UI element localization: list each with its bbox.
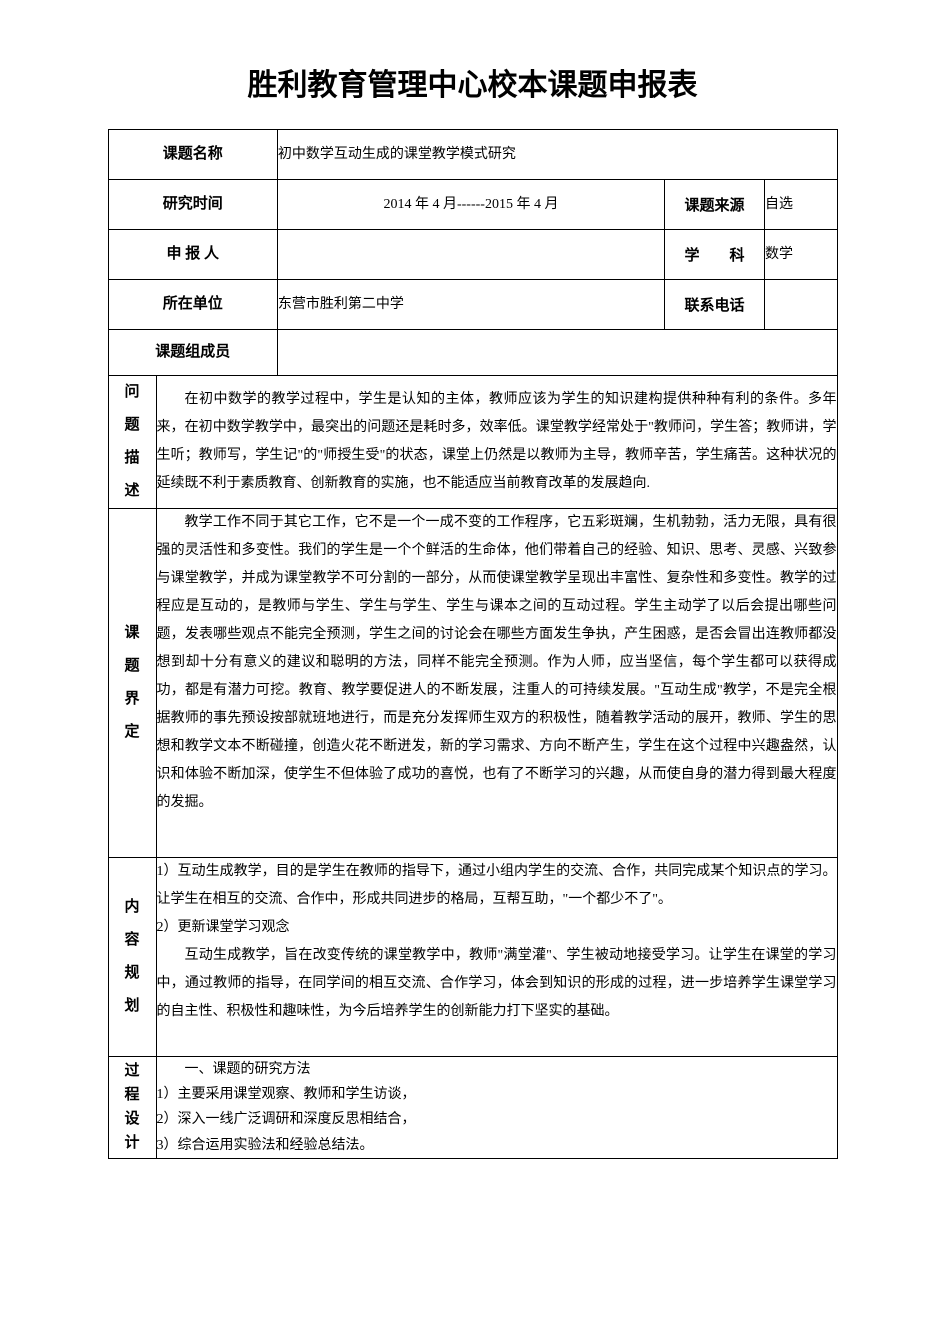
table-row: 申 报 人 学 科 数学 xyxy=(108,230,837,280)
table-row: 过程设计 一、课题的研究方法 1）主要采用课堂观察、教师和学生访谈， 2）深入一… xyxy=(108,1057,837,1159)
label-process: 过程设计 xyxy=(108,1057,156,1159)
value-members xyxy=(277,330,837,376)
text-content-plan: 1）互动生成教学，目的是学生在教师的指导下，通过小组内学生的交流、合作，共同完成… xyxy=(156,858,837,1057)
value-subject: 数学 xyxy=(765,230,837,280)
label-problem: 问题描述 xyxy=(108,376,156,509)
paragraph: 2）更新课堂学习观念 xyxy=(157,914,837,942)
paragraph: 2）深入一线广泛调研和深度反思相结合， xyxy=(157,1107,837,1132)
label-unit: 所在单位 xyxy=(108,280,277,330)
value-phone xyxy=(765,280,837,330)
label-applicant: 申 报 人 xyxy=(108,230,277,280)
paragraph: 一、课题的研究方法 xyxy=(157,1057,837,1082)
paragraph: 3）综合运用实验法和经验总结法。 xyxy=(157,1133,837,1158)
text-problem: 在初中数学的教学过程中，学生是认知的主体，教师应该为学生的知识建构提供种种有利的… xyxy=(156,376,837,509)
value-applicant xyxy=(277,230,664,280)
table-row: 问题描述 在初中数学的教学过程中，学生是认知的主体，教师应该为学生的知识建构提供… xyxy=(108,376,837,509)
label-members: 课题组成员 xyxy=(108,330,277,376)
label-research-time: 研究时间 xyxy=(108,180,277,230)
table-row: 课题界定 教学工作不同于其它工作，它不是一个一成不变的工作程序，它五彩斑斓，生机… xyxy=(108,509,837,858)
paragraph: 1）主要采用课堂观察、教师和学生访谈， xyxy=(157,1082,837,1107)
label-definition: 课题界定 xyxy=(108,509,156,858)
label-subject: 学 科 xyxy=(665,230,765,280)
text-definition: 教学工作不同于其它工作，它不是一个一成不变的工作程序，它五彩斑斓，生机勃勃，活力… xyxy=(156,509,837,858)
paragraph: 在初中数学的教学过程中，学生是认知的主体，教师应该为学生的知识建构提供种种有利的… xyxy=(157,386,837,498)
table-row: 课题名称 初中数学互动生成的课堂教学模式研究 xyxy=(108,130,837,180)
paragraph: 1）互动生成教学，目的是学生在教师的指导下，通过小组内学生的交流、合作，共同完成… xyxy=(157,858,837,914)
application-form-table: 课题名称 初中数学互动生成的课堂教学模式研究 研究时间 2014 年 4 月--… xyxy=(108,129,838,1159)
paragraph: 互动生成教学，旨在改变传统的课堂教学中，教师"满堂灌"、学生被动地接受学习。让学… xyxy=(157,942,837,1026)
page: 胜利教育管理中心校本课题申报表 课题名称 初中数学互动生成的课堂教学模式研究 研… xyxy=(0,20,945,1159)
page-title: 胜利教育管理中心校本课题申报表 xyxy=(0,20,945,129)
table-row: 研究时间 2014 年 4 月------2015 年 4 月 课题来源 自选 xyxy=(108,180,837,230)
value-research-time: 2014 年 4 月------2015 年 4 月 xyxy=(277,180,664,230)
text-process: 一、课题的研究方法 1）主要采用课堂观察、教师和学生访谈， 2）深入一线广泛调研… xyxy=(156,1057,837,1159)
value-topic-name: 初中数学互动生成的课堂教学模式研究 xyxy=(277,130,837,180)
value-unit: 东营市胜利第二中学 xyxy=(277,280,664,330)
table-row: 课题组成员 xyxy=(108,330,837,376)
label-content-plan: 内容规划 xyxy=(108,858,156,1057)
value-topic-source: 自选 xyxy=(765,180,837,230)
table-row: 内容规划 1）互动生成教学，目的是学生在教师的指导下，通过小组内学生的交流、合作… xyxy=(108,858,837,1057)
label-topic-source: 课题来源 xyxy=(665,180,765,230)
label-topic-name: 课题名称 xyxy=(108,130,277,180)
paragraph: 教学工作不同于其它工作，它不是一个一成不变的工作程序，它五彩斑斓，生机勃勃，活力… xyxy=(157,509,837,817)
table-row: 所在单位 东营市胜利第二中学 联系电话 xyxy=(108,280,837,330)
label-phone: 联系电话 xyxy=(665,280,765,330)
